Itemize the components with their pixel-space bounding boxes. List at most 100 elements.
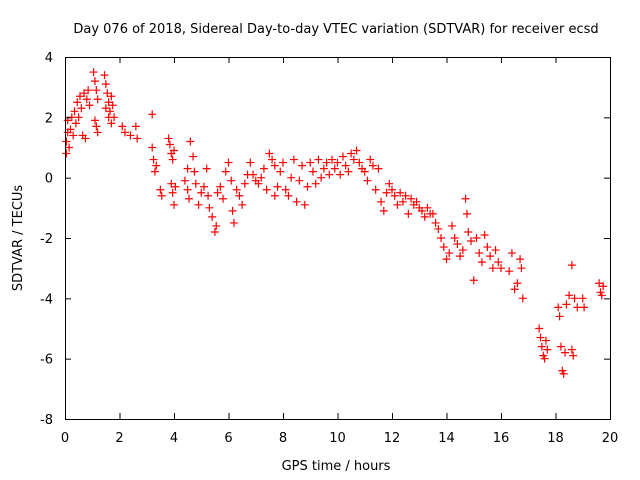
- data-point: [510, 285, 519, 294]
- data-point: [265, 149, 274, 158]
- data-point: [379, 206, 388, 215]
- data-point: [189, 152, 198, 161]
- data-point: [458, 246, 467, 255]
- data-point: [344, 167, 353, 176]
- data-point: [254, 179, 263, 188]
- data-point: [428, 209, 437, 218]
- data-point: [328, 155, 337, 164]
- x-axis-label: GPS time / hours: [282, 459, 391, 474]
- data-point: [104, 113, 113, 122]
- data-point: [578, 294, 587, 303]
- data-point: [92, 86, 101, 95]
- data-point: [90, 77, 99, 86]
- data-point: [77, 104, 86, 113]
- x-tick-label: 8: [279, 431, 287, 446]
- data-point: [276, 167, 285, 176]
- data-point: [170, 146, 178, 155]
- data-point: [398, 197, 407, 206]
- data-point: [84, 86, 93, 95]
- data-point: [311, 179, 320, 188]
- data-point: [488, 264, 497, 273]
- data-point: [186, 137, 195, 146]
- data-point: [347, 149, 356, 158]
- data-point: [235, 191, 244, 200]
- data-point: [89, 68, 98, 77]
- data-point: [319, 164, 328, 173]
- data-point: [270, 191, 279, 200]
- data-point: [561, 348, 570, 357]
- data-point: [377, 197, 386, 206]
- y-axis-label: SDTVAR / TECUs: [11, 185, 26, 292]
- data-point: [148, 143, 157, 152]
- data-point: [439, 243, 448, 252]
- chart-title: Day 076 of 2018, Sidereal Day-to-day VTE…: [73, 22, 598, 37]
- data-point: [555, 312, 564, 321]
- data-point: [567, 345, 576, 354]
- data-point: [213, 188, 222, 197]
- data-point: [330, 164, 339, 173]
- data-point: [216, 182, 225, 191]
- data-point: [208, 212, 217, 221]
- data-point: [570, 294, 579, 303]
- data-point: [287, 173, 296, 182]
- data-point: [556, 342, 565, 351]
- x-tick-label: 18: [547, 431, 564, 446]
- data-point: [74, 113, 83, 122]
- data-point: [118, 122, 127, 131]
- y-tick-label: -6: [40, 353, 53, 368]
- data-point: [505, 267, 514, 276]
- data-point: [164, 134, 173, 143]
- data-point: [516, 255, 525, 264]
- data-point: [314, 155, 323, 164]
- data-point: [238, 200, 247, 209]
- x-tick-label: 12: [384, 431, 401, 446]
- data-point: [336, 170, 345, 179]
- data-point: [67, 113, 76, 122]
- data-point: [133, 134, 142, 143]
- data-point: [355, 158, 364, 167]
- data-point: [105, 107, 114, 116]
- data-point: [306, 158, 315, 167]
- data-point: [494, 258, 503, 267]
- data-point: [205, 203, 214, 212]
- data-point: [194, 200, 203, 209]
- data-point: [100, 71, 109, 80]
- data-point: [475, 249, 484, 258]
- data-point: [517, 264, 526, 273]
- data-point: [259, 164, 268, 173]
- data-point: [567, 261, 576, 270]
- data-point: [442, 255, 451, 264]
- data-point: [152, 161, 161, 170]
- data-point: [453, 240, 462, 249]
- data-point: [303, 182, 312, 191]
- data-point: [168, 188, 177, 197]
- data-point: [404, 209, 413, 218]
- y-tick-label: -4: [40, 292, 53, 307]
- data-point: [338, 152, 347, 161]
- data-point: [559, 369, 568, 378]
- data-point: [221, 167, 230, 176]
- data-point: [461, 194, 470, 203]
- data-point: [536, 333, 545, 342]
- data-point: [333, 158, 342, 167]
- data-point: [229, 218, 238, 227]
- data-point: [281, 185, 290, 194]
- data-point: [180, 176, 189, 185]
- data-point: [66, 125, 75, 134]
- y-tick-label: 0: [45, 172, 53, 187]
- x-tick-label: 0: [61, 431, 69, 446]
- data-point: [232, 185, 241, 194]
- data-point: [300, 200, 309, 209]
- data-point: [284, 191, 293, 200]
- x-tick-label: 6: [224, 431, 232, 446]
- data-point: [197, 188, 206, 197]
- data-point: [104, 98, 113, 107]
- data-point: [298, 161, 307, 170]
- data-point: [374, 164, 383, 173]
- data-point: [279, 158, 287, 167]
- x-tick-label: 4: [170, 431, 178, 446]
- data-point: [103, 89, 112, 98]
- data-point: [371, 185, 380, 194]
- data-point: [70, 107, 79, 116]
